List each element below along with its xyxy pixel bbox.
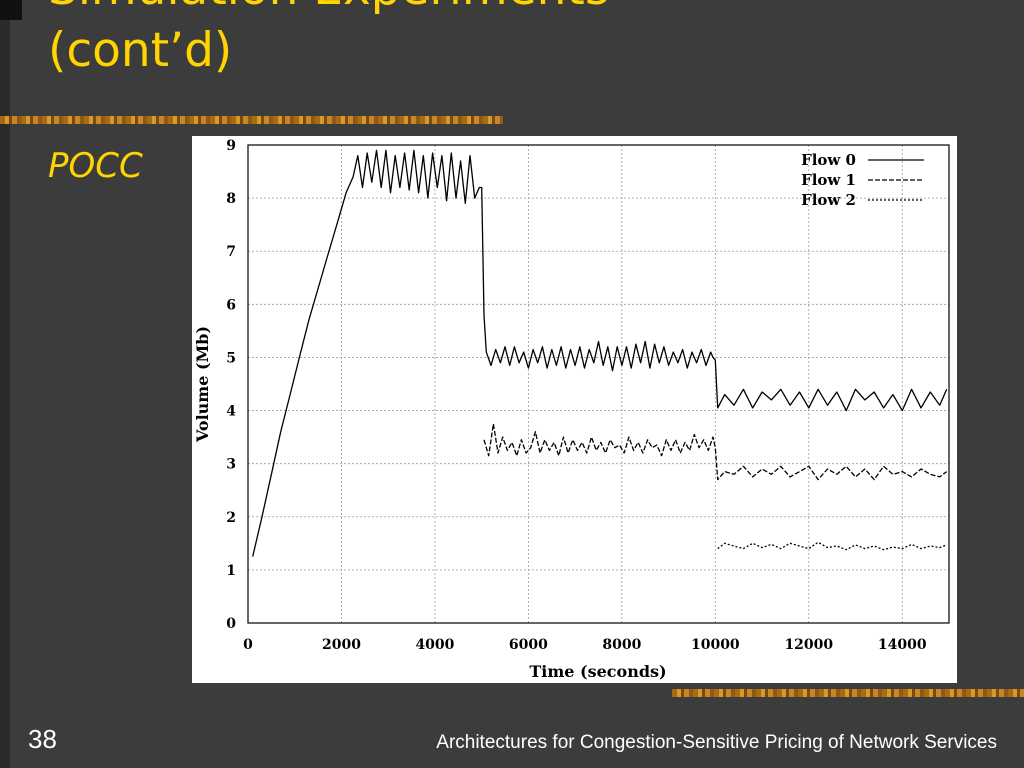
legend-label: Flow 0: [801, 151, 856, 169]
y-tick-label: 1: [226, 563, 236, 579]
corner-square: [0, 0, 22, 20]
series-lines: [252, 149, 948, 557]
slide-number: 38: [28, 724, 57, 754]
footer-caption: Architectures for Congestion-Sensitive P…: [436, 732, 997, 753]
y-tick-label: 9: [226, 138, 236, 154]
y-tick-label: 3: [226, 457, 236, 473]
x-tick-label: 8000: [602, 637, 641, 653]
slide-title: Simulation Experiments (cont’d): [48, 0, 609, 78]
chart-panel: 0 2000 4000 6000 8000 10000 12000 14000 0 1 2 3 4 5 6 7…: [192, 136, 957, 683]
y-tick-label: 6: [226, 297, 236, 313]
chart-legend: Flow 0 Flow 1 Flow 2: [801, 151, 924, 209]
x-tick-label: 2000: [322, 637, 361, 653]
y-tick-label: 2: [226, 510, 236, 526]
series-line-flow-0: [252, 149, 948, 557]
legend-label: Flow 1: [801, 171, 856, 189]
plot-frame: [247, 144, 950, 624]
legend-label: Flow 2: [801, 191, 856, 209]
title-divider: [0, 116, 503, 124]
y-tick-label: 4: [226, 404, 236, 420]
x-tick-label: 4000: [415, 637, 454, 653]
x-tick-label: 6000: [509, 637, 548, 653]
y-tick-label: 8: [226, 191, 236, 207]
series-line-flow-1: [483, 423, 948, 481]
footer-divider: [672, 689, 1024, 697]
y-tick-label: 7: [226, 244, 236, 260]
left-margin-band: [0, 0, 10, 768]
series-line-flow-2: [717, 541, 947, 551]
y-tick-label: 0: [226, 616, 236, 632]
x-axis-label: Time (seconds): [529, 662, 666, 681]
y-axis-label: Volume (Mb): [193, 326, 212, 443]
tick-labels: 0 2000 4000 6000 8000 10000 12000 14000 0 1 2 3 4 5 6 7…: [226, 138, 927, 653]
x-tick-label: 0: [243, 637, 253, 653]
slide-subtitle: POCC: [48, 146, 143, 186]
x-tick-label: 12000: [784, 637, 833, 653]
grid-lines: [248, 145, 949, 623]
y-tick-label: 5: [226, 350, 236, 366]
x-tick-label: 14000: [878, 637, 927, 653]
x-tick-label: 10000: [691, 637, 740, 653]
line-chart: 0 2000 4000 6000 8000 10000 12000 14000 0 1 2 3 4 5 6 7…: [193, 138, 950, 681]
